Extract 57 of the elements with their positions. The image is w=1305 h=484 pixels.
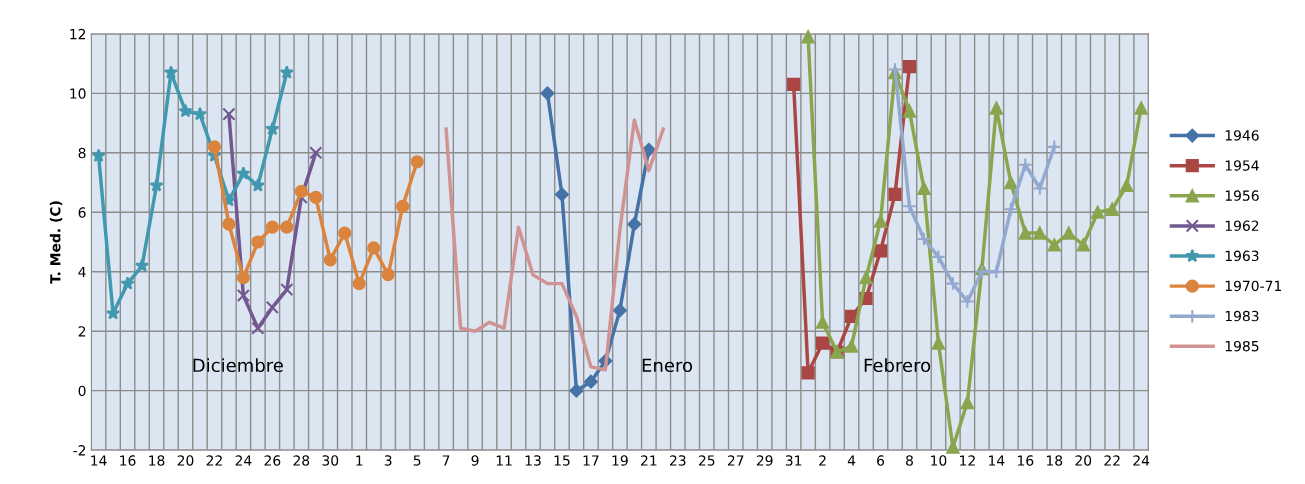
y-tick-label: 2 [78, 326, 86, 337]
x-tick-label: 29 [756, 455, 773, 466]
x-tick-label: 24 [1133, 455, 1150, 466]
x-tick-label: 20 [1075, 455, 1092, 466]
x-tick-label: 6 [877, 455, 885, 466]
x-tick-label: 17 [583, 455, 599, 466]
x-tick-label: 7 [442, 455, 450, 466]
legend-label: 1985 [1225, 340, 1259, 352]
x-tick-label: 30 [322, 455, 339, 466]
annotation: Febrero [864, 358, 931, 373]
y-axis-title: T. Med. (C) [49, 201, 63, 284]
x-tick-label: 16 [120, 455, 136, 466]
legend-label: 1946 [1225, 130, 1259, 141]
x-tick-label: 14 [91, 455, 107, 466]
x-tick-label: 3 [384, 455, 392, 466]
x-tick-label: 2 [819, 455, 826, 466]
x-tick-label: 19 [612, 455, 628, 466]
x-tick-label: 11 [496, 455, 512, 466]
y-tick-label: 6 [78, 207, 86, 218]
annotation: Diciembre [193, 358, 283, 373]
x-tick-label: 4 [847, 455, 856, 466]
y-tick-label: -2 [73, 445, 86, 456]
x-tick-label: 23 [669, 455, 686, 466]
legend-label: 1962 [1225, 220, 1259, 231]
x-tick-label: 9 [471, 455, 479, 466]
y-tick-label: 0 [78, 385, 86, 397]
x-tick-label: 16 [1018, 455, 1034, 466]
y-tick-label: 8 [78, 147, 86, 159]
x-tick-label: 5 [413, 455, 421, 466]
x-tick-label: 20 [177, 455, 194, 466]
x-tick-label: 22 [206, 455, 222, 466]
x-tick-label: 8 [906, 455, 913, 466]
legend-label: 1954 [1225, 160, 1259, 171]
x-tick-label: 18 [149, 455, 165, 466]
x-tick-label: 27 [727, 455, 744, 466]
x-tick-label: 12 [960, 455, 975, 466]
x-tick-label: 14 [989, 455, 1005, 466]
x-tick-label: 15 [554, 455, 570, 466]
legend-label: 1956 [1225, 190, 1259, 201]
y-tick-label: 10 [70, 88, 86, 99]
x-tick-label: 10 [931, 455, 947, 466]
x-tick-label: 18 [1046, 455, 1063, 466]
x-tick-label: 31 [785, 455, 802, 466]
x-tick-label: 21 [641, 455, 657, 466]
x-tick-label: 1 [356, 455, 363, 466]
legend-label: 1983 [1225, 310, 1259, 322]
legend-label: 1963 [1225, 250, 1259, 262]
x-tick-label: 24 [235, 455, 252, 466]
x-tick-label: 22 [1104, 455, 1120, 466]
x-tick-label: 28 [293, 455, 310, 466]
annotation: Enero [642, 358, 693, 373]
y-tick-label: 12 [70, 28, 86, 40]
x-tick-label: 26 [264, 455, 281, 466]
legend-label: 1970-71 [1225, 280, 1281, 292]
x-tick-label: 13 [525, 455, 541, 466]
x-tick-label: 25 [698, 455, 715, 466]
y-tick-label: 4 [78, 266, 86, 278]
